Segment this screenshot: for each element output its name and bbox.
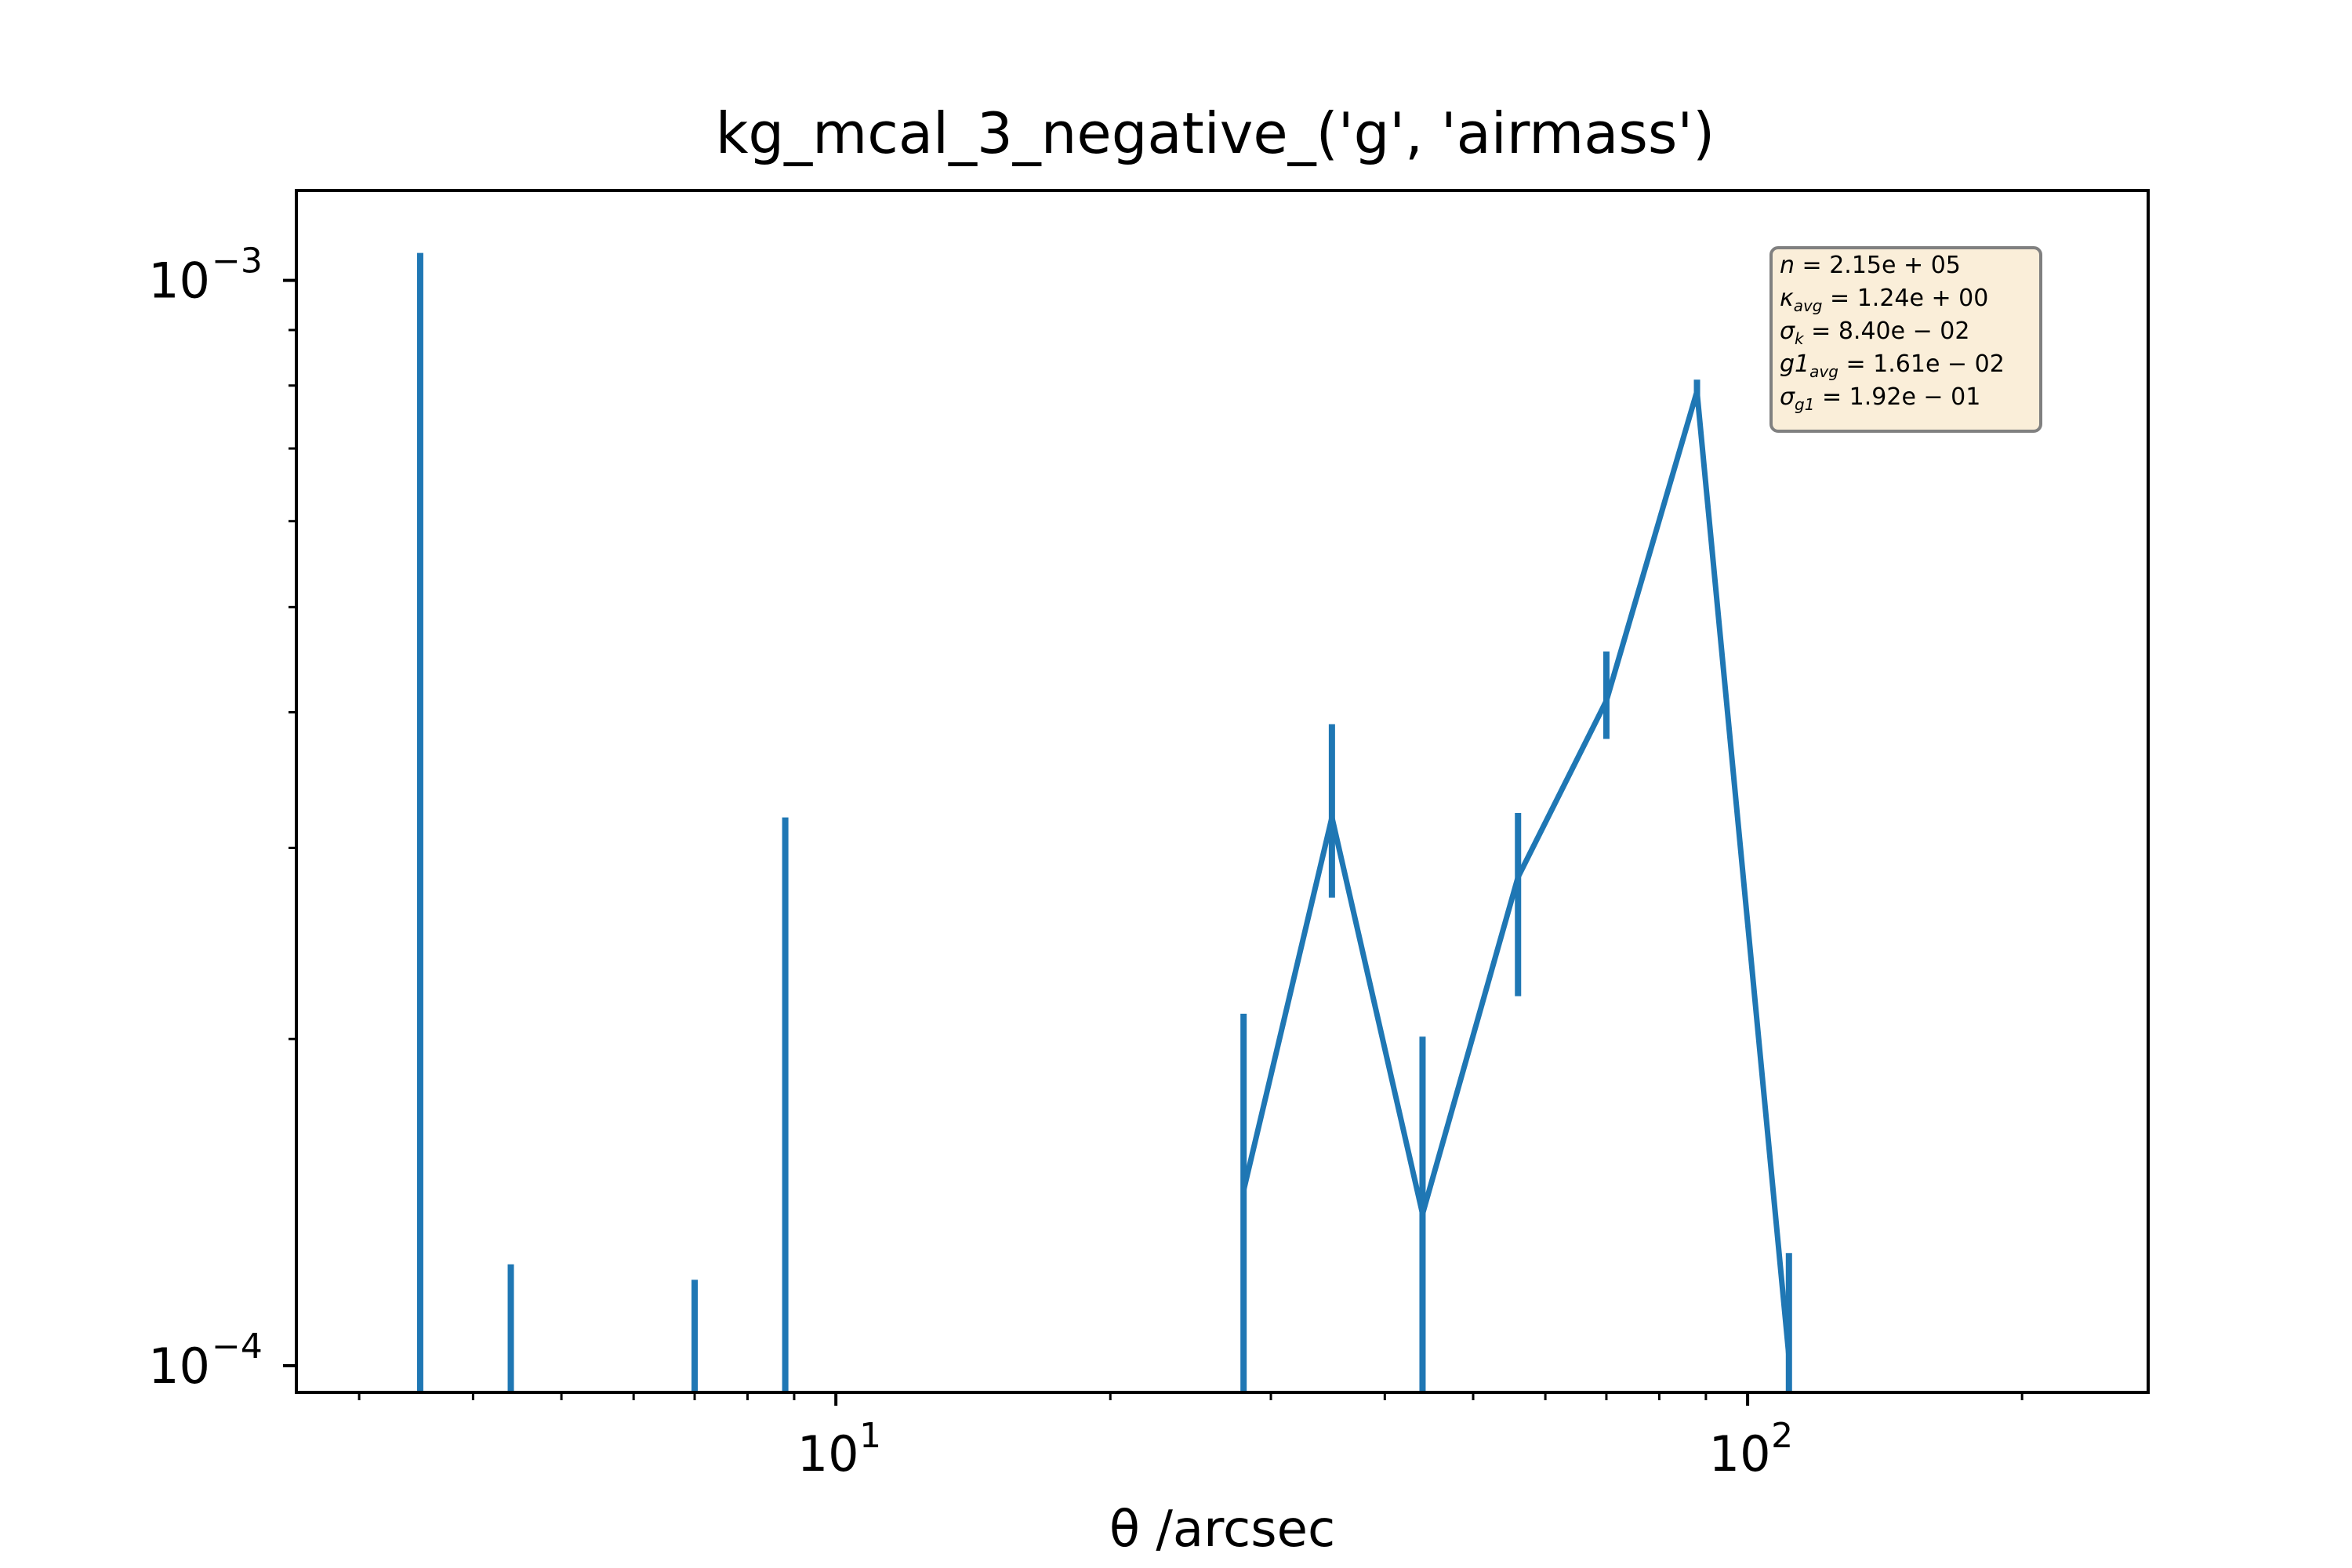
x-tick-label-0: 10 bbox=[797, 1425, 859, 1483]
plot-area-frame bbox=[295, 189, 2150, 1394]
stats-line-2: σk = 8.40e − 02 bbox=[1780, 318, 1969, 348]
stats-line-4: σg1 = 1.92e − 01 bbox=[1780, 383, 1980, 414]
x-tick-exponent-1: 2 bbox=[1771, 1416, 1793, 1456]
y-tick-label-0: 10 bbox=[148, 1338, 210, 1395]
chart-axes: 10 1 10 210 −410 −3 bbox=[148, 241, 2024, 1483]
stats-line-1: κavg = 1.24e + 00 bbox=[1780, 285, 1988, 315]
stats-box-background bbox=[1769, 246, 2042, 433]
chart-title: kg_mcal_3_negative_('g', 'airmass') bbox=[716, 100, 1715, 166]
y-tick-label-1: 10 bbox=[148, 252, 210, 310]
x-tick-label-1: 10 bbox=[1709, 1425, 1771, 1483]
x-tick-exponent-0: 1 bbox=[859, 1416, 881, 1456]
y-tick-exponent-0: −4 bbox=[212, 1327, 263, 1367]
stats-line-3: g1avg = 1.61e − 02 bbox=[1780, 350, 2005, 381]
y-tick-exponent-1: −3 bbox=[212, 241, 263, 281]
chart-marks bbox=[416, 252, 1792, 1392]
stats-line-0: n = 2.15e + 05 bbox=[1780, 252, 1961, 279]
x-axis-label: θ /arcsec bbox=[1109, 1501, 1335, 1559]
